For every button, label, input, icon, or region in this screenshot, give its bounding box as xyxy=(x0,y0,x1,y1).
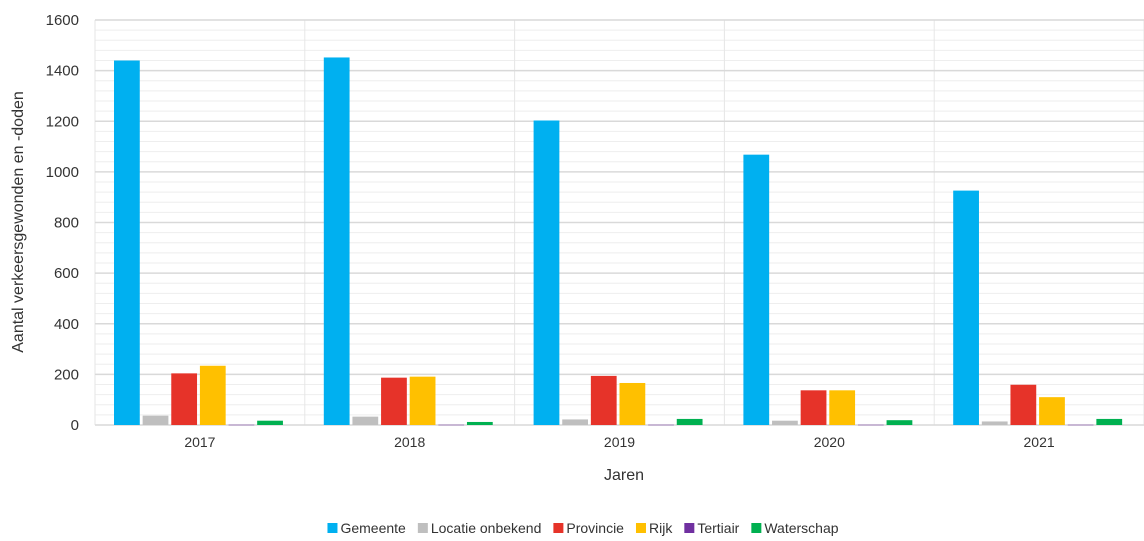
bar-tertiair-2019 xyxy=(648,424,674,426)
bar-rijk-2021 xyxy=(1039,397,1065,425)
bar-waterschap-2020 xyxy=(886,420,913,425)
grid xyxy=(94,19,1144,426)
legend-label: Provincie xyxy=(566,520,624,536)
y-tick-label: 1000 xyxy=(46,164,79,181)
x-axis-ticks: 2017 2018 2019 2020 2021 xyxy=(184,434,1055,450)
bar-gemeente-2018 xyxy=(323,57,350,426)
x-tick-label: 2017 xyxy=(184,434,215,450)
legend-swatch-locatie-onbekend xyxy=(417,523,428,533)
bar-locatie-onbekend-2021 xyxy=(981,421,1008,425)
bar-waterschap-2019 xyxy=(676,418,703,425)
legend-label: Tertiair xyxy=(697,520,739,536)
bar-provincie-2018 xyxy=(381,377,407,425)
y-axis-title: Aantal verkeersgewonden en -doden xyxy=(10,91,27,353)
bar-tertiair-2021 xyxy=(1067,424,1094,426)
bar-rijk-2017 xyxy=(199,365,226,425)
bar-waterschap-2021 xyxy=(1096,418,1123,425)
bar-tertiair-2020 xyxy=(857,424,884,426)
bar-provincie-2019 xyxy=(590,375,617,425)
y-tick-label: 1400 xyxy=(46,63,79,80)
x-tick-label: 2018 xyxy=(394,434,425,450)
bar-tertiair-2017 xyxy=(228,424,255,426)
legend: Gemeente Locatie onbekend Provincie Rijk Ter… xyxy=(327,520,839,536)
bar-tertiair-2018 xyxy=(438,424,465,426)
bars xyxy=(114,57,1123,426)
legend-swatch-rijk xyxy=(635,523,646,533)
bar-provincie-2021 xyxy=(1010,384,1037,425)
x-axis-title: Jaren xyxy=(604,467,644,484)
x-tick-label: 2019 xyxy=(604,434,635,450)
bar-locatie-onbekend-2017 xyxy=(142,415,169,425)
legend-swatch-waterschap xyxy=(751,523,762,533)
legend-swatch-tertiair xyxy=(684,523,695,533)
bar-locatie-onbekend-2019 xyxy=(562,419,589,425)
bar-rijk-2018 xyxy=(409,376,436,425)
legend-label: Rijk xyxy=(649,520,673,536)
bar-provincie-2017 xyxy=(171,373,198,425)
bar-locatie-onbekend-2018 xyxy=(352,416,379,425)
y-axis-ticks: 0 200 400 600 800 1000 1200 1400 1600 xyxy=(46,12,79,434)
y-tick-label: 1200 xyxy=(46,113,79,130)
x-tick-label: 2020 xyxy=(814,434,845,450)
bar-gemeente-2019 xyxy=(533,120,560,425)
legend-label: Locatie onbekend xyxy=(431,520,542,536)
bar-gemeente-2020 xyxy=(743,154,770,425)
bar-waterschap-2018 xyxy=(466,421,493,425)
bar-gemeente-2017 xyxy=(114,60,140,425)
legend-label: Gemeente xyxy=(340,520,406,536)
y-tick-label: 200 xyxy=(54,366,79,383)
y-tick-label: 1600 xyxy=(46,12,79,29)
bar-rijk-2020 xyxy=(829,390,856,425)
bar-waterschap-2017 xyxy=(257,420,283,425)
y-tick-label: 800 xyxy=(54,215,79,232)
y-tick-label: 600 xyxy=(54,265,79,282)
bar-rijk-2019 xyxy=(619,382,646,425)
y-tick-label: 400 xyxy=(54,316,79,333)
legend-swatch-provincie xyxy=(553,523,564,533)
bar-locatie-onbekend-2020 xyxy=(772,420,798,425)
legend-label: Waterschap xyxy=(764,520,838,536)
bar-gemeente-2021 xyxy=(953,190,979,425)
bar-provincie-2020 xyxy=(800,390,827,425)
x-tick-label: 2021 xyxy=(1024,434,1055,450)
y-tick-label: 0 xyxy=(71,417,79,434)
legend-swatch-gemeente xyxy=(327,523,338,533)
